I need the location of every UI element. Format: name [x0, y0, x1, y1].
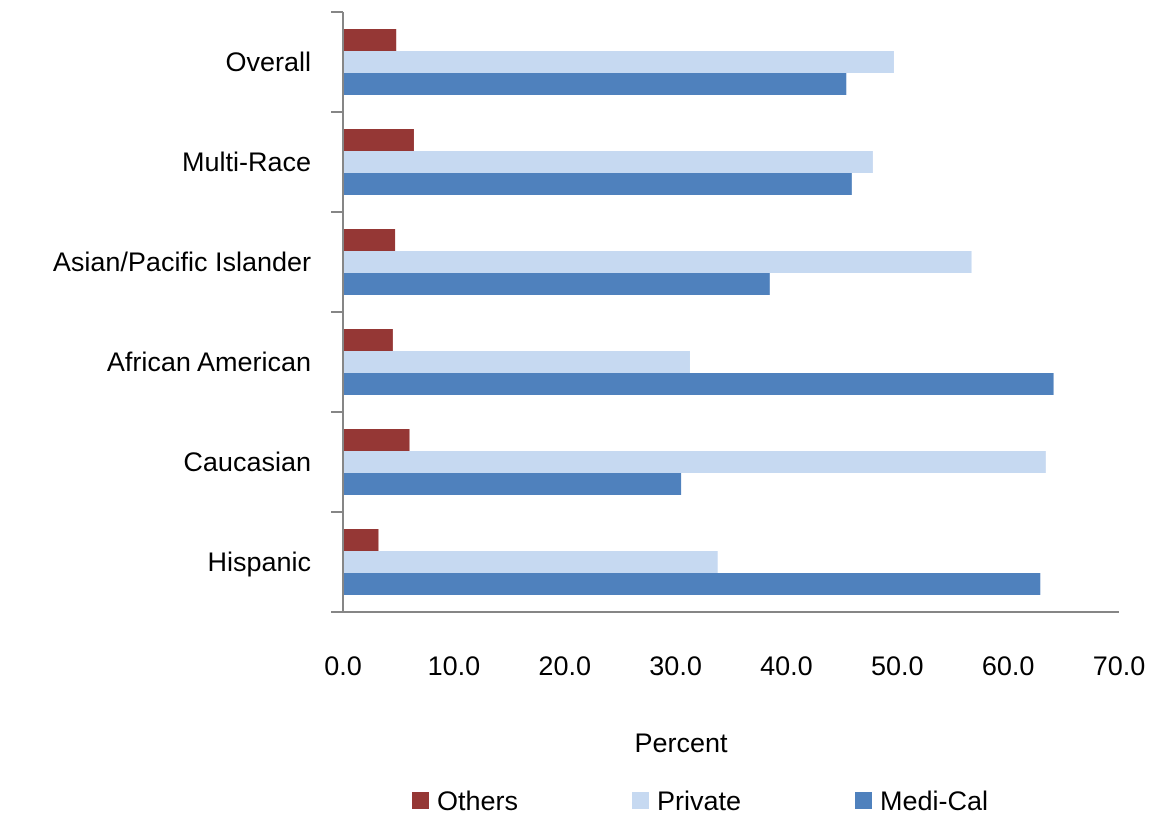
category-axis: Overall Multi-Race Asian/Pacific Islander A… [53, 11, 344, 613]
legend-item-private: Private [632, 786, 741, 815]
legend-item-medi-cal: Medi-Cal [855, 786, 988, 815]
value-axis: 0.0 10.0 20.0 30.0 40.0 50.0 60.0 70.0 [324, 611, 1146, 681]
legend-swatch [632, 792, 649, 809]
legend-label: Medi-Cal [880, 786, 988, 815]
category-label: Multi-Race [182, 147, 311, 177]
x-tick-label: 60.0 [982, 651, 1035, 681]
x-tick-label: 50.0 [871, 651, 924, 681]
x-tick-label: 70.0 [1093, 651, 1146, 681]
bar-private-african-american [343, 351, 690, 373]
legend-label: Private [657, 786, 741, 815]
legend: Others Private Medi-Cal [412, 786, 988, 815]
category-label: Hispanic [207, 547, 311, 577]
bar-others-hispanic [343, 529, 379, 551]
bar-others-multi-race [343, 129, 414, 151]
x-tick-label: 10.0 [428, 651, 481, 681]
bar-medi-cal-overall [343, 73, 847, 95]
bar-others-asian-pacific-islander [343, 229, 396, 251]
bar-others-caucasian [343, 429, 410, 451]
bar-medi-cal-asian-pacific-islander [343, 273, 770, 295]
bar-others-overall [343, 29, 397, 51]
legend-swatch [412, 792, 429, 809]
x-tick-label: 30.0 [649, 651, 702, 681]
x-axis-title: Percent [634, 728, 728, 758]
bar-medi-cal-multi-race [343, 173, 852, 195]
legend-label: Others [437, 786, 518, 815]
bar-private-hispanic [343, 551, 718, 573]
category-label: Asian/Pacific Islander [53, 247, 311, 277]
legend-swatch [855, 792, 872, 809]
bar-private-asian-pacific-islander [343, 251, 972, 273]
bar-others-african-american [343, 329, 393, 351]
plot-area [343, 29, 1054, 595]
bar-private-multi-race [343, 151, 873, 173]
bar-private-overall [343, 51, 894, 73]
x-tick-label: 40.0 [760, 651, 813, 681]
category-label: Caucasian [183, 447, 311, 477]
bar-private-caucasian [343, 451, 1046, 473]
legend-item-others: Others [412, 786, 518, 815]
bar-medi-cal-hispanic [343, 573, 1041, 595]
bar-medi-cal-caucasian [343, 473, 682, 495]
category-label: Overall [225, 47, 311, 77]
category-label: African American [107, 347, 311, 377]
x-tick-label: 0.0 [324, 651, 362, 681]
bar-medi-cal-african-american [343, 373, 1054, 395]
x-tick-label: 20.0 [538, 651, 591, 681]
